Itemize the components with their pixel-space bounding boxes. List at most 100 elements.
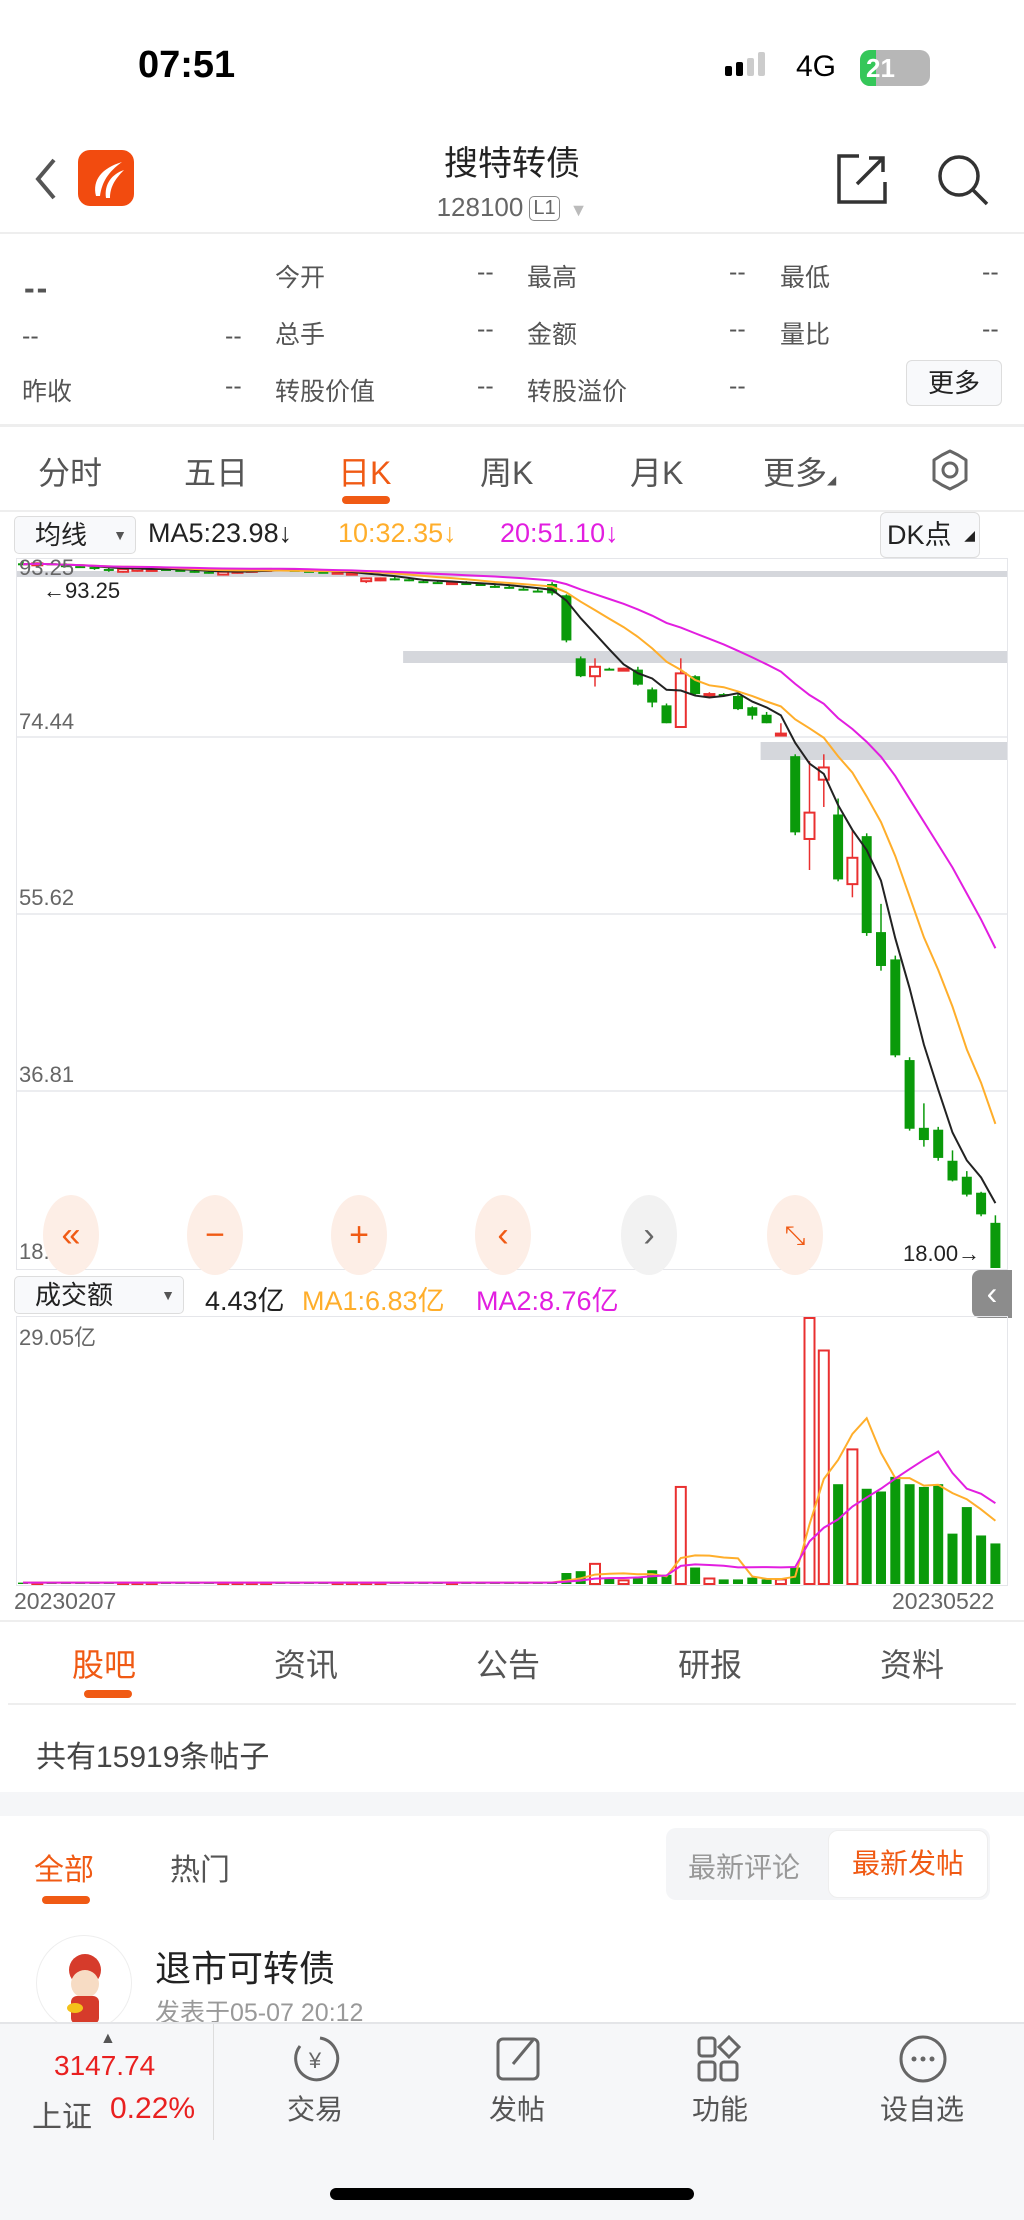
volume-bar xyxy=(674,1485,687,1585)
ma5-value: MA5:23.98↓ xyxy=(148,518,293,548)
tab-news[interactable]: 资讯 xyxy=(274,1647,339,1683)
indicator-select[interactable]: 均线 ▼ xyxy=(14,516,136,554)
corner-triangle-icon: ◢ xyxy=(827,473,837,487)
signal-icon xyxy=(725,52,765,76)
tab-more-label: 更多 xyxy=(763,455,828,491)
post-title[interactable]: 退市可转债 xyxy=(155,1948,336,1989)
candle xyxy=(547,583,558,594)
tab-intraday[interactable]: 分时 xyxy=(38,455,103,491)
max-price-marker: ←93.25 xyxy=(43,578,121,603)
search-icon[interactable] xyxy=(935,152,991,208)
candle xyxy=(489,585,500,588)
volume-chart[interactable]: 29.05亿 xyxy=(16,1316,1008,1586)
candle xyxy=(389,578,400,581)
index-change: 0.22% xyxy=(110,2092,196,2125)
candle xyxy=(75,566,86,569)
fullscreen-button[interactable]: ⤡ xyxy=(767,1195,823,1275)
settings-gear-icon[interactable] xyxy=(928,448,972,492)
divider xyxy=(213,2024,214,2140)
tab-research[interactable]: 研报 xyxy=(678,1647,743,1683)
share-icon[interactable] xyxy=(835,152,889,206)
volume-bar xyxy=(876,1491,886,1584)
field-value: -- xyxy=(729,315,746,343)
candle xyxy=(604,668,615,671)
status-time: 07:51 xyxy=(138,44,236,86)
volume-bar xyxy=(632,1577,643,1584)
candle xyxy=(990,1222,1001,1268)
zoom-out-button[interactable]: − xyxy=(187,1195,243,1275)
candle xyxy=(89,567,100,570)
filter-hot[interactable]: 热门 xyxy=(170,1854,230,1887)
min-price-marker: 18.00→ xyxy=(903,1241,981,1266)
tab-guba[interactable]: 股吧 xyxy=(72,1647,137,1683)
volume-bar xyxy=(747,1577,758,1584)
volume-bar xyxy=(833,1484,844,1584)
dk-point-button[interactable]: DK点 ◢ xyxy=(880,512,980,558)
tab-five-day[interactable]: 五日 xyxy=(184,455,249,491)
tab-daily-k[interactable]: 日K xyxy=(338,455,392,491)
tab-monthly-k[interactable]: 月K xyxy=(630,455,684,491)
candle xyxy=(647,689,658,703)
candle xyxy=(18,563,28,566)
candle xyxy=(203,571,214,574)
back-icon[interactable] xyxy=(30,156,60,202)
volume-indicator-select[interactable]: 成交额 ▼ xyxy=(14,1276,184,1314)
candle xyxy=(589,665,601,678)
security-code[interactable]: 128100 L1 ▼ xyxy=(0,192,1024,223)
bottom-post[interactable]: 发帖 xyxy=(488,2094,545,2125)
field-label: 最高 xyxy=(527,264,578,292)
filter-all[interactable]: 全部 xyxy=(34,1854,94,1887)
collapse-panel-button[interactable]: ‹ xyxy=(972,1270,1012,1318)
candle xyxy=(976,1192,987,1215)
volume-bar xyxy=(703,1577,716,1585)
field-label: 金额 xyxy=(527,321,578,349)
volume-ma2: MA2:8.76亿 xyxy=(476,1286,619,1316)
jump-start-button[interactable]: « xyxy=(43,1195,99,1275)
up-triangle-icon: ▲ xyxy=(100,2030,116,2047)
quote-more-button[interactable]: 更多 xyxy=(906,360,1002,406)
field-label: 总手 xyxy=(275,321,326,349)
volume-ma10-line xyxy=(23,1450,996,1584)
volume-bar xyxy=(733,1579,743,1584)
price-change: -- xyxy=(22,322,39,350)
candle xyxy=(933,1129,944,1158)
scroll-left-button[interactable]: ‹ xyxy=(475,1195,531,1275)
price-chart[interactable]: 93.25 74.44 55.62 36.81 18.00 ←93.25 18.… xyxy=(16,555,1008,1275)
bottom-add-watchlist[interactable]: 设自选 xyxy=(879,2094,964,2125)
y-tick-label: 93.25 xyxy=(19,555,75,580)
index-value[interactable]: 3147.74 xyxy=(54,2050,156,2081)
home-indicator xyxy=(330,2188,694,2200)
volume-bar xyxy=(861,1488,872,1584)
zoom-in-button[interactable]: + xyxy=(331,1195,387,1275)
bottom-functions[interactable]: 功能 xyxy=(691,2094,748,2125)
avatar[interactable] xyxy=(36,1935,132,2031)
candle xyxy=(918,1127,929,1141)
tab-announcements[interactable]: 公告 xyxy=(476,1647,541,1683)
chevron-down-icon: ▼ xyxy=(569,200,588,220)
tab-more[interactable]: 更多◢ xyxy=(763,448,836,494)
candle xyxy=(504,586,515,589)
active-filter-indicator xyxy=(42,1896,90,1904)
tab-weekly-k[interactable]: 周K xyxy=(480,455,534,491)
ma10-line xyxy=(22,562,997,1125)
code-text: 128100 xyxy=(436,192,524,222)
tab-profile[interactable]: 资料 xyxy=(880,1647,945,1683)
scroll-right-button[interactable]: › xyxy=(621,1195,677,1275)
volume-bar xyxy=(990,1543,1001,1584)
bottom-trade[interactable]: 交易 xyxy=(286,2094,343,2125)
candle xyxy=(961,1176,972,1195)
field-label: 最低 xyxy=(780,264,831,292)
active-tab-indicator xyxy=(342,496,390,504)
sort-latest-comment[interactable]: 最新评论 xyxy=(688,1852,801,1883)
candle xyxy=(674,672,687,729)
divider xyxy=(8,1703,1016,1705)
candle xyxy=(803,811,816,840)
sort-latest-post[interactable]: 最新发帖 xyxy=(828,1830,988,1898)
y-tick-label: 36.81 xyxy=(19,1062,75,1087)
candle xyxy=(418,581,429,584)
volume-bar-chart xyxy=(18,1317,1001,1585)
candle xyxy=(846,856,859,886)
more-circle-icon xyxy=(899,2035,947,2083)
last-price: -- xyxy=(24,270,50,306)
app-logo xyxy=(78,150,134,206)
